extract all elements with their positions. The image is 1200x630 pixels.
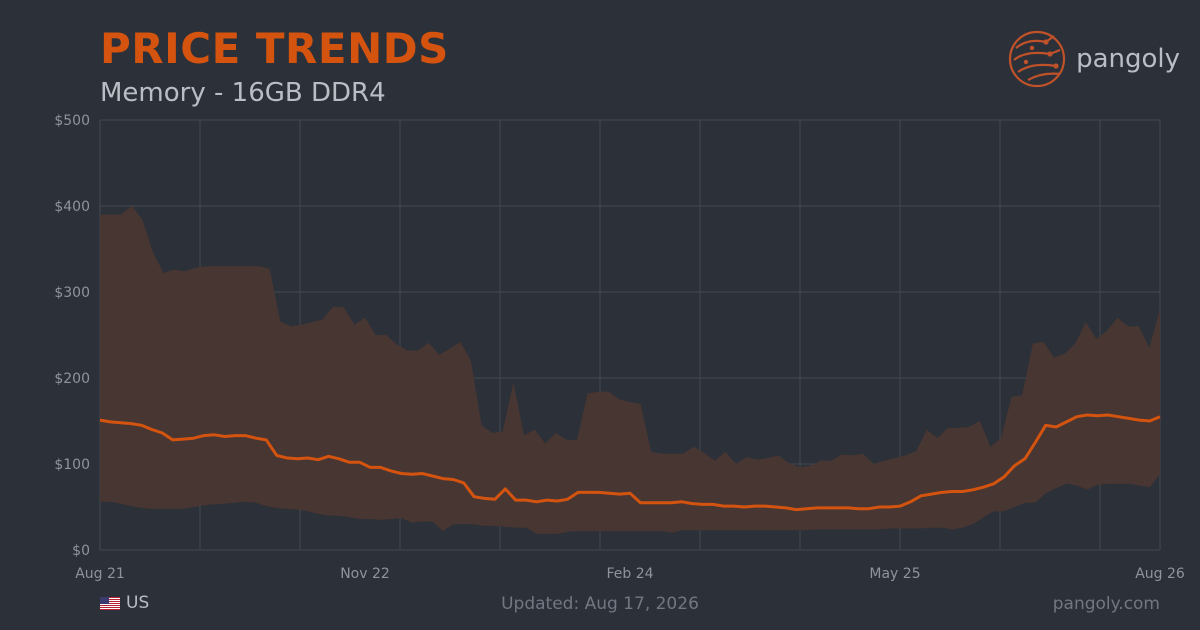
region-indicator: US: [100, 593, 149, 613]
us-flag-icon: [100, 596, 120, 610]
y-tick-label: $300: [54, 285, 90, 301]
x-tick-label: Nov 22: [340, 566, 390, 582]
y-tick-label: $400: [54, 199, 90, 215]
y-tick-label: $0: [72, 543, 90, 559]
page-title: PRICE TRENDS: [100, 24, 449, 73]
x-tick-label: Feb 24: [606, 566, 653, 582]
updated-date: Updated: Aug 17, 2026: [501, 594, 699, 614]
x-tick-label: Aug 21: [75, 566, 125, 582]
y-tick-label: $500: [54, 113, 90, 129]
pangoly-logo-icon: [1008, 30, 1066, 88]
x-tick-label: Aug 26: [1135, 566, 1185, 582]
brand-name: pangoly: [1076, 44, 1180, 74]
x-tick-label: May 25: [869, 566, 920, 582]
brand-logo[interactable]: pangoly: [1006, 28, 1180, 90]
page-subtitle: Memory - 16GB DDR4: [100, 78, 386, 108]
region-label: US: [126, 593, 150, 613]
price-line: [99, 413, 1161, 512]
site-link[interactable]: pangoly.com: [1052, 594, 1160, 614]
price-range-band: [100, 206, 1160, 534]
y-tick-label: $100: [54, 457, 90, 473]
y-tick-label: $200: [54, 371, 90, 387]
